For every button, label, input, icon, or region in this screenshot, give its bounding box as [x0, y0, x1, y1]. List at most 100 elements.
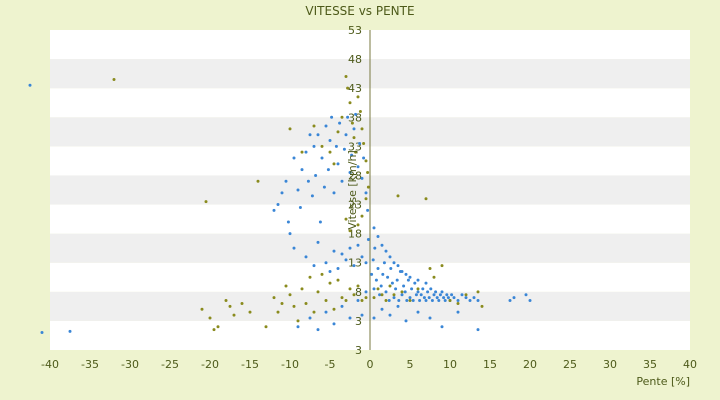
data-point	[348, 316, 352, 320]
data-point	[340, 115, 344, 119]
data-point	[395, 278, 399, 282]
data-point	[402, 284, 406, 288]
data-point	[288, 127, 292, 131]
data-point	[376, 235, 380, 239]
data-point	[340, 304, 344, 308]
data-point	[344, 133, 348, 137]
data-point	[422, 296, 426, 300]
data-point	[328, 269, 332, 273]
data-point	[204, 200, 208, 204]
data-point	[440, 325, 444, 329]
data-point	[332, 191, 336, 195]
x-tick-label: -30	[121, 358, 139, 371]
data-point	[364, 159, 368, 163]
data-point	[371, 258, 375, 262]
data-point	[304, 150, 308, 154]
x-tick-label: 15	[483, 358, 497, 371]
data-point	[338, 121, 342, 125]
data-point	[356, 165, 360, 169]
x-tick-label: -10	[281, 358, 299, 371]
data-point	[212, 328, 216, 332]
x-tick-label: -20	[201, 358, 219, 371]
data-point	[476, 328, 480, 332]
data-point	[360, 214, 364, 218]
data-point	[387, 299, 391, 303]
data-point	[208, 316, 212, 320]
data-point	[344, 299, 348, 303]
data-point	[388, 255, 392, 259]
x-tick-label: 25	[563, 358, 577, 371]
data-point	[388, 284, 392, 288]
data-point	[344, 258, 348, 262]
data-point	[308, 275, 312, 279]
data-point	[434, 290, 438, 294]
x-tick-label: 40	[683, 358, 697, 371]
data-point	[248, 310, 252, 314]
data-point	[360, 299, 364, 303]
data-point	[446, 296, 450, 300]
data-point	[450, 293, 454, 297]
data-point	[40, 331, 44, 335]
data-point	[460, 293, 464, 297]
data-point	[405, 299, 409, 303]
data-point	[400, 293, 404, 297]
data-point	[348, 101, 352, 105]
data-point	[406, 278, 410, 282]
data-point	[384, 290, 388, 294]
data-point	[336, 267, 340, 271]
data-point	[424, 281, 428, 285]
x-tick-label: -35	[81, 358, 99, 371]
data-point	[379, 284, 383, 288]
data-point	[318, 220, 322, 224]
data-point	[364, 296, 368, 300]
data-point	[292, 156, 296, 160]
data-point	[390, 281, 394, 285]
data-point	[386, 275, 390, 279]
data-point	[419, 293, 423, 297]
data-point	[524, 293, 528, 297]
data-point	[340, 252, 344, 256]
data-point	[416, 310, 420, 314]
x-tick-label: -40	[41, 358, 59, 371]
data-point	[288, 232, 292, 236]
data-point	[316, 290, 320, 294]
data-point	[350, 121, 354, 125]
data-point	[378, 293, 382, 297]
data-point	[312, 144, 316, 148]
data-point	[292, 304, 296, 308]
x-tick-label: -5	[325, 358, 336, 371]
data-point	[389, 267, 393, 271]
data-point	[112, 77, 116, 81]
data-point	[352, 136, 356, 140]
data-point	[326, 168, 330, 172]
data-point	[216, 325, 220, 329]
y-tick-label: 18	[348, 228, 362, 241]
data-point	[411, 299, 415, 303]
y-axis-label: Vitesse [km/h]	[346, 150, 359, 230]
data-point	[408, 296, 412, 300]
data-point	[414, 293, 418, 297]
data-point	[392, 296, 396, 300]
data-point	[300, 150, 304, 154]
data-point	[372, 296, 376, 300]
x-tick-label: 35	[643, 358, 657, 371]
data-point	[427, 296, 431, 300]
data-point	[256, 179, 260, 183]
data-point	[374, 278, 378, 282]
x-tick-label: 5	[407, 358, 414, 371]
data-point	[300, 287, 304, 291]
data-point	[442, 296, 446, 300]
data-point	[316, 328, 320, 332]
data-point	[200, 307, 204, 311]
data-point	[424, 299, 428, 303]
data-point	[304, 255, 308, 259]
data-point	[448, 299, 452, 303]
x-tick-label: 0	[367, 358, 374, 371]
data-point	[440, 264, 444, 268]
data-point	[280, 191, 284, 195]
data-point	[316, 240, 320, 244]
data-point	[344, 75, 348, 79]
data-point	[324, 124, 328, 128]
data-point	[372, 226, 376, 230]
